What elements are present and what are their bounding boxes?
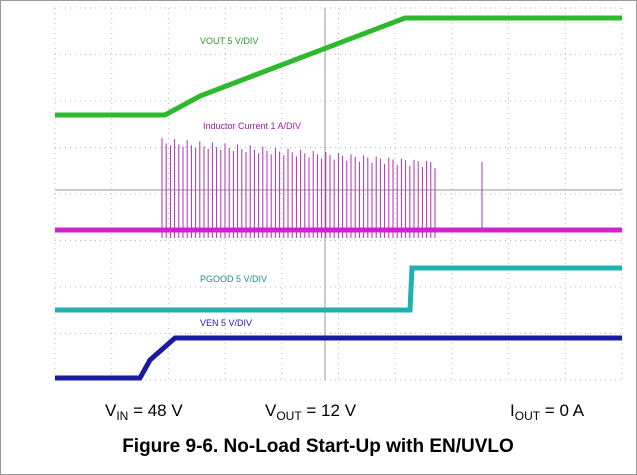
trace-label: VOUT 5 V/DIV — [200, 36, 258, 46]
condition: VOUT = 12 V — [265, 401, 357, 423]
trace-label: Inductor Current 1 A/DIV — [203, 121, 301, 131]
vout-trace — [55, 15, 622, 118]
symbol: V — [265, 401, 277, 420]
value: = 48 V — [128, 401, 183, 420]
condition: VIN = 48 V — [105, 401, 183, 423]
symbol: I — [510, 401, 515, 420]
inductor-spikes — [161, 138, 483, 238]
value: = 0 A — [540, 401, 585, 420]
scope-grid — [54, 7, 623, 381]
caption: Figure 9-6. No-Load Start-Up with EN/UVL… — [122, 436, 514, 457]
condition: IOUT = 0 A — [510, 401, 585, 423]
trace-label: PGOOD 5 V/DIV — [200, 274, 267, 284]
ven-trace — [55, 335, 622, 381]
symbol: V — [105, 401, 117, 420]
subscript: IN — [116, 409, 128, 423]
trace-label: VEN 5 V/DIV — [200, 318, 252, 328]
subscript: OUT — [515, 409, 541, 423]
value: = 12 V — [302, 401, 357, 420]
pgood-trace — [55, 265, 622, 313]
subscript: OUT — [276, 409, 302, 423]
